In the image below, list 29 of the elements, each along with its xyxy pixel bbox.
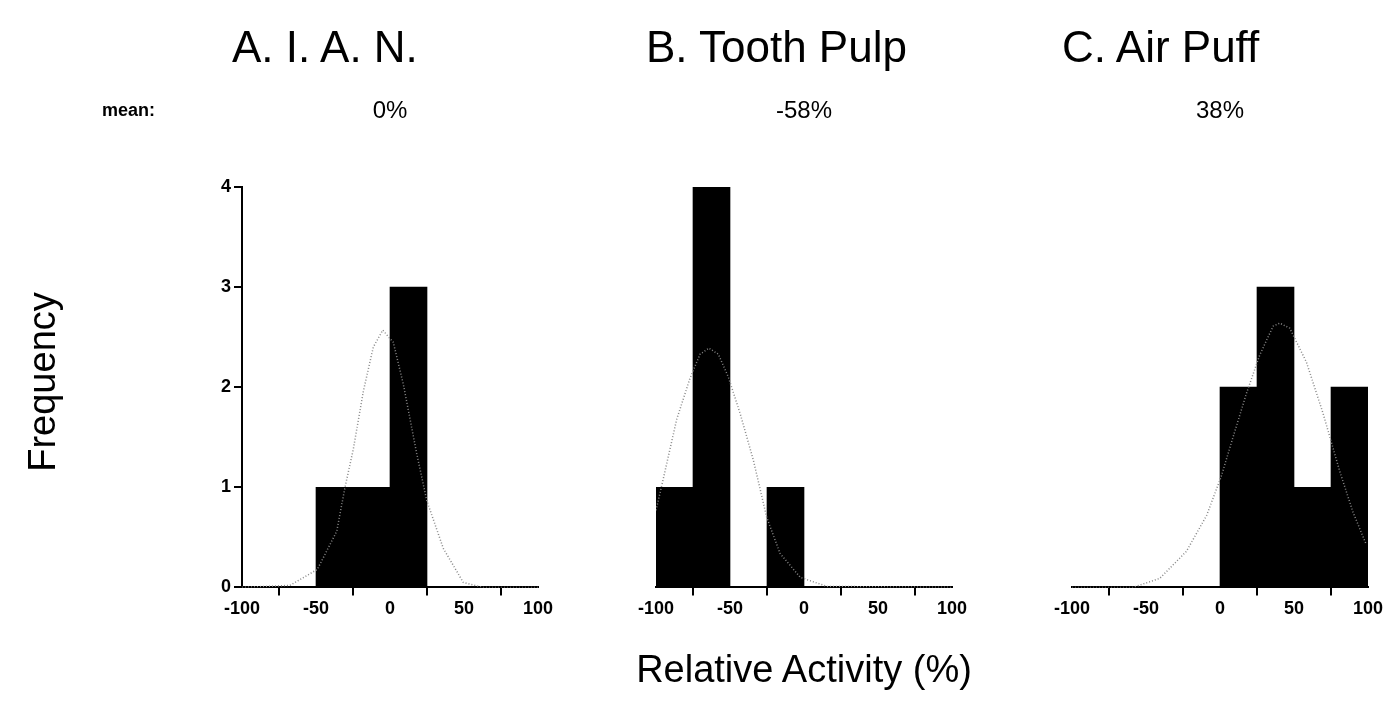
x-tick-label: -50 (1132, 598, 1160, 619)
y-tick-label: 2 (220, 376, 231, 397)
x-axis-title: Relative Activity (%) (636, 648, 972, 691)
x-tick-label: 0 (1214, 598, 1226, 619)
x-tick-label: 100 (1352, 598, 1384, 619)
x-tick-label: 0 (798, 598, 810, 619)
x-tick-label: 50 (453, 598, 475, 619)
chart-title: C. Air Puff (1062, 22, 1260, 72)
x-tick-label: 100 (936, 598, 968, 619)
x-tick-label: 50 (867, 598, 889, 619)
x-tick-label: 100 (522, 598, 554, 619)
x-tick-label: -100 (637, 598, 675, 619)
x-tick-label: -50 (716, 598, 744, 619)
chart-title: A. I. A. N. (232, 22, 418, 72)
chart-subtitle: 38% (1195, 96, 1245, 124)
y-tick-label: 0 (220, 576, 231, 597)
x-tick-label: 50 (1283, 598, 1305, 619)
x-tick-label: -100 (223, 598, 261, 619)
y-axis-title: Frequency (20, 292, 64, 472)
x-tick-label: 0 (384, 598, 396, 619)
text: mean: (102, 100, 156, 121)
chart-subtitle: -58% (775, 96, 833, 124)
chart-title: B. Tooth Pulp (646, 22, 907, 72)
x-tick-label: -100 (1053, 598, 1091, 619)
chart-subtitle: 0% (372, 96, 408, 124)
y-tick-label: 3 (220, 276, 231, 297)
y-tick-label: 4 (220, 175, 231, 196)
x-tick-label: -50 (302, 598, 330, 619)
y-tick-label: 1 (220, 476, 231, 497)
